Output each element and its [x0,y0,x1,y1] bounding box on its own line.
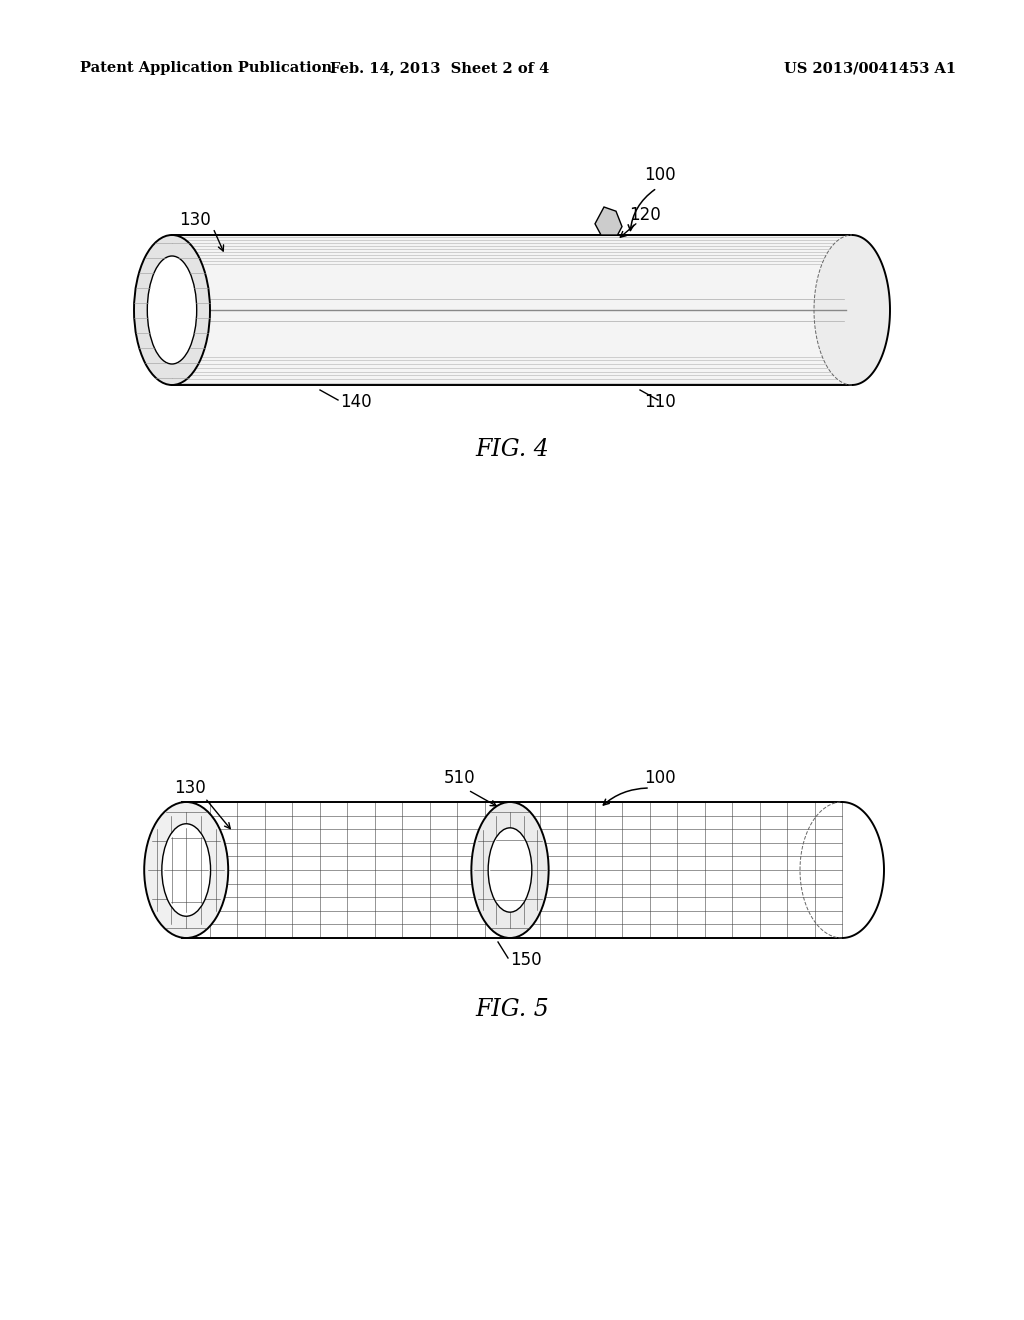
Ellipse shape [488,828,531,912]
Ellipse shape [162,824,211,916]
Text: 130: 130 [179,211,211,228]
Polygon shape [595,207,622,235]
Text: 100: 100 [644,770,676,787]
Text: 110: 110 [644,393,676,411]
Polygon shape [172,235,852,385]
Text: FIG. 5: FIG. 5 [475,998,549,1022]
Ellipse shape [134,235,210,385]
Ellipse shape [471,803,549,939]
Text: Feb. 14, 2013  Sheet 2 of 4: Feb. 14, 2013 Sheet 2 of 4 [331,61,550,75]
Ellipse shape [814,235,890,385]
Ellipse shape [147,256,197,364]
Text: 510: 510 [444,770,476,787]
Text: 140: 140 [340,393,372,411]
Text: 130: 130 [174,779,206,797]
Polygon shape [182,803,842,939]
Text: Patent Application Publication: Patent Application Publication [80,61,332,75]
Text: 150: 150 [510,950,542,969]
Ellipse shape [144,803,228,939]
Text: FIG. 4: FIG. 4 [475,438,549,462]
Text: 100: 100 [644,166,676,183]
Text: 120: 120 [629,206,660,224]
Text: US 2013/0041453 A1: US 2013/0041453 A1 [784,61,956,75]
